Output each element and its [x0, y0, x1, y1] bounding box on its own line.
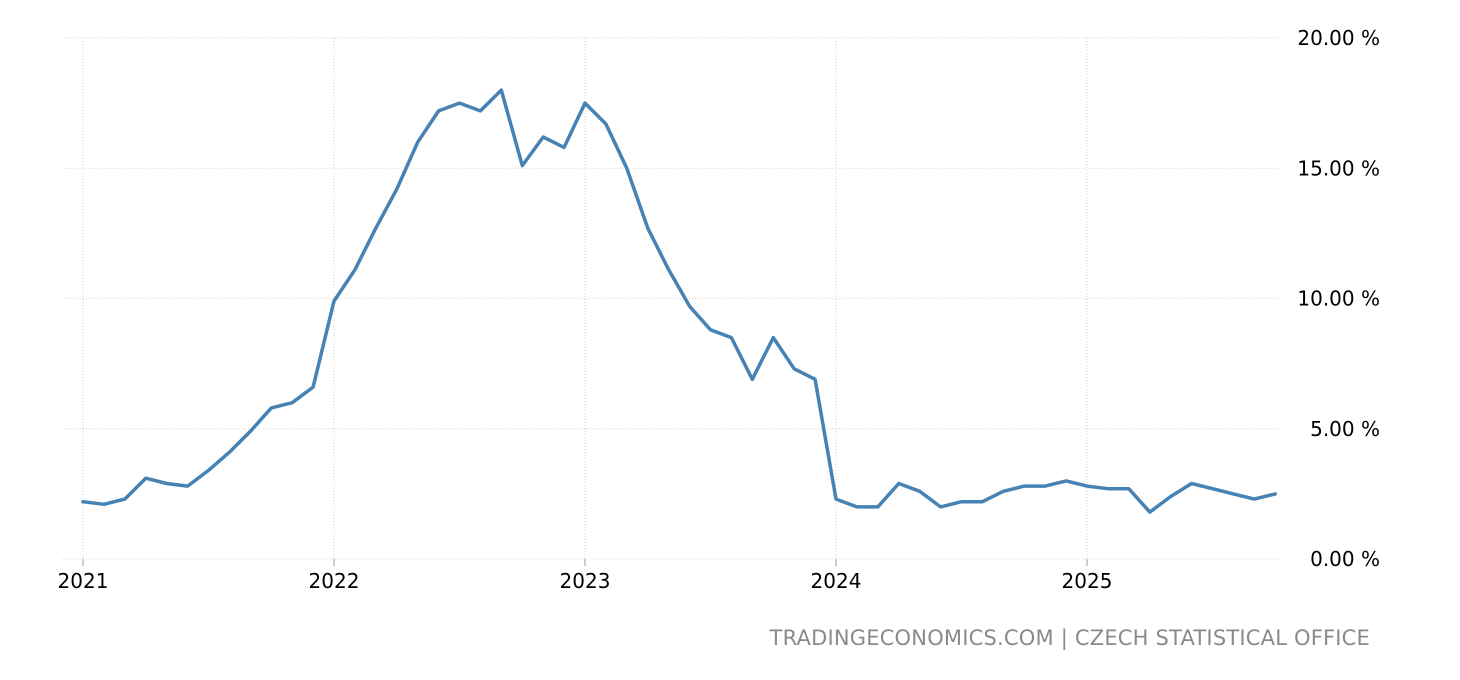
data-point — [1231, 492, 1235, 496]
series-layer — [81, 88, 1278, 514]
data-point — [541, 135, 545, 139]
data-point — [729, 336, 733, 340]
data-point — [165, 482, 169, 486]
y-tick-label: 0.00 % — [1310, 547, 1380, 571]
data-point — [1085, 484, 1089, 488]
data-point — [583, 101, 587, 105]
source-attribution: TRADINGECONOMICS.COM | CZECH STATISTICAL… — [770, 626, 1370, 650]
data-point — [123, 497, 127, 501]
gridlines — [62, 37, 1280, 560]
data-point — [1043, 484, 1047, 488]
data-point — [1064, 479, 1068, 483]
data-point — [1252, 497, 1256, 501]
data-point — [1001, 489, 1005, 493]
data-point — [980, 500, 984, 504]
data-point — [248, 429, 252, 433]
data-point — [960, 500, 964, 504]
source-site: TRADINGECONOMICS.COM — [769, 626, 1054, 650]
data-point — [1273, 492, 1277, 496]
data-point — [604, 122, 608, 126]
source-org: CZECH STATISTICAL OFFICE — [1074, 626, 1370, 650]
data-point — [897, 482, 901, 486]
y-tick-label: 20.00 % — [1297, 26, 1380, 50]
x-tick-label: 2021 — [58, 569, 109, 593]
y-tick-label: 15.00 % — [1297, 156, 1380, 180]
data-point — [269, 406, 273, 410]
data-point — [1106, 487, 1110, 491]
data-point — [395, 187, 399, 191]
data-point — [478, 109, 482, 113]
data-point — [667, 268, 671, 272]
data-point — [1169, 495, 1173, 499]
data-point — [939, 505, 943, 509]
data-point — [1148, 510, 1152, 514]
data-point — [1190, 482, 1194, 486]
data-point — [416, 140, 420, 144]
data-point — [834, 497, 838, 501]
y-tick-label: 5.00 % — [1310, 417, 1380, 441]
x-axis-ticks: 2021 2022 2023 2024 2025 — [58, 559, 1113, 593]
data-point — [646, 226, 650, 230]
x-tick-label: 2022 — [309, 569, 360, 593]
data-point — [688, 304, 692, 308]
data-point — [186, 484, 190, 488]
data-point — [876, 505, 880, 509]
data-point — [562, 145, 566, 149]
data-point — [353, 268, 357, 272]
data-point — [144, 476, 148, 480]
data-point — [1022, 484, 1026, 488]
source-separator: | — [1060, 626, 1068, 650]
data-point — [81, 500, 85, 504]
x-tick-label: 2025 — [1062, 569, 1113, 593]
data-point — [709, 328, 713, 332]
data-point — [771, 336, 775, 340]
data-point — [290, 401, 294, 405]
data-point — [792, 367, 796, 371]
data-point — [1211, 487, 1215, 491]
data-point — [458, 101, 462, 105]
data-point — [437, 109, 441, 113]
data-point — [855, 505, 859, 509]
y-axis-ticks: 0.00 % 5.00 % 10.00 % 15.00 % 20.00 % — [1297, 26, 1380, 571]
data-point — [520, 164, 524, 168]
data-point — [207, 468, 211, 472]
data-point — [102, 502, 106, 506]
series-line — [81, 88, 1278, 514]
data-point — [227, 450, 231, 454]
data-point — [332, 299, 336, 303]
x-tick-label: 2023 — [560, 569, 611, 593]
data-point — [750, 377, 754, 381]
data-point — [1127, 487, 1131, 491]
data-point — [918, 489, 922, 493]
data-point — [374, 226, 378, 230]
data-point — [813, 377, 817, 381]
data-point — [499, 88, 503, 92]
x-tick-label: 2024 — [811, 569, 862, 593]
y-tick-label: 10.00 % — [1297, 287, 1380, 311]
data-point — [311, 385, 315, 389]
data-point — [625, 166, 629, 170]
